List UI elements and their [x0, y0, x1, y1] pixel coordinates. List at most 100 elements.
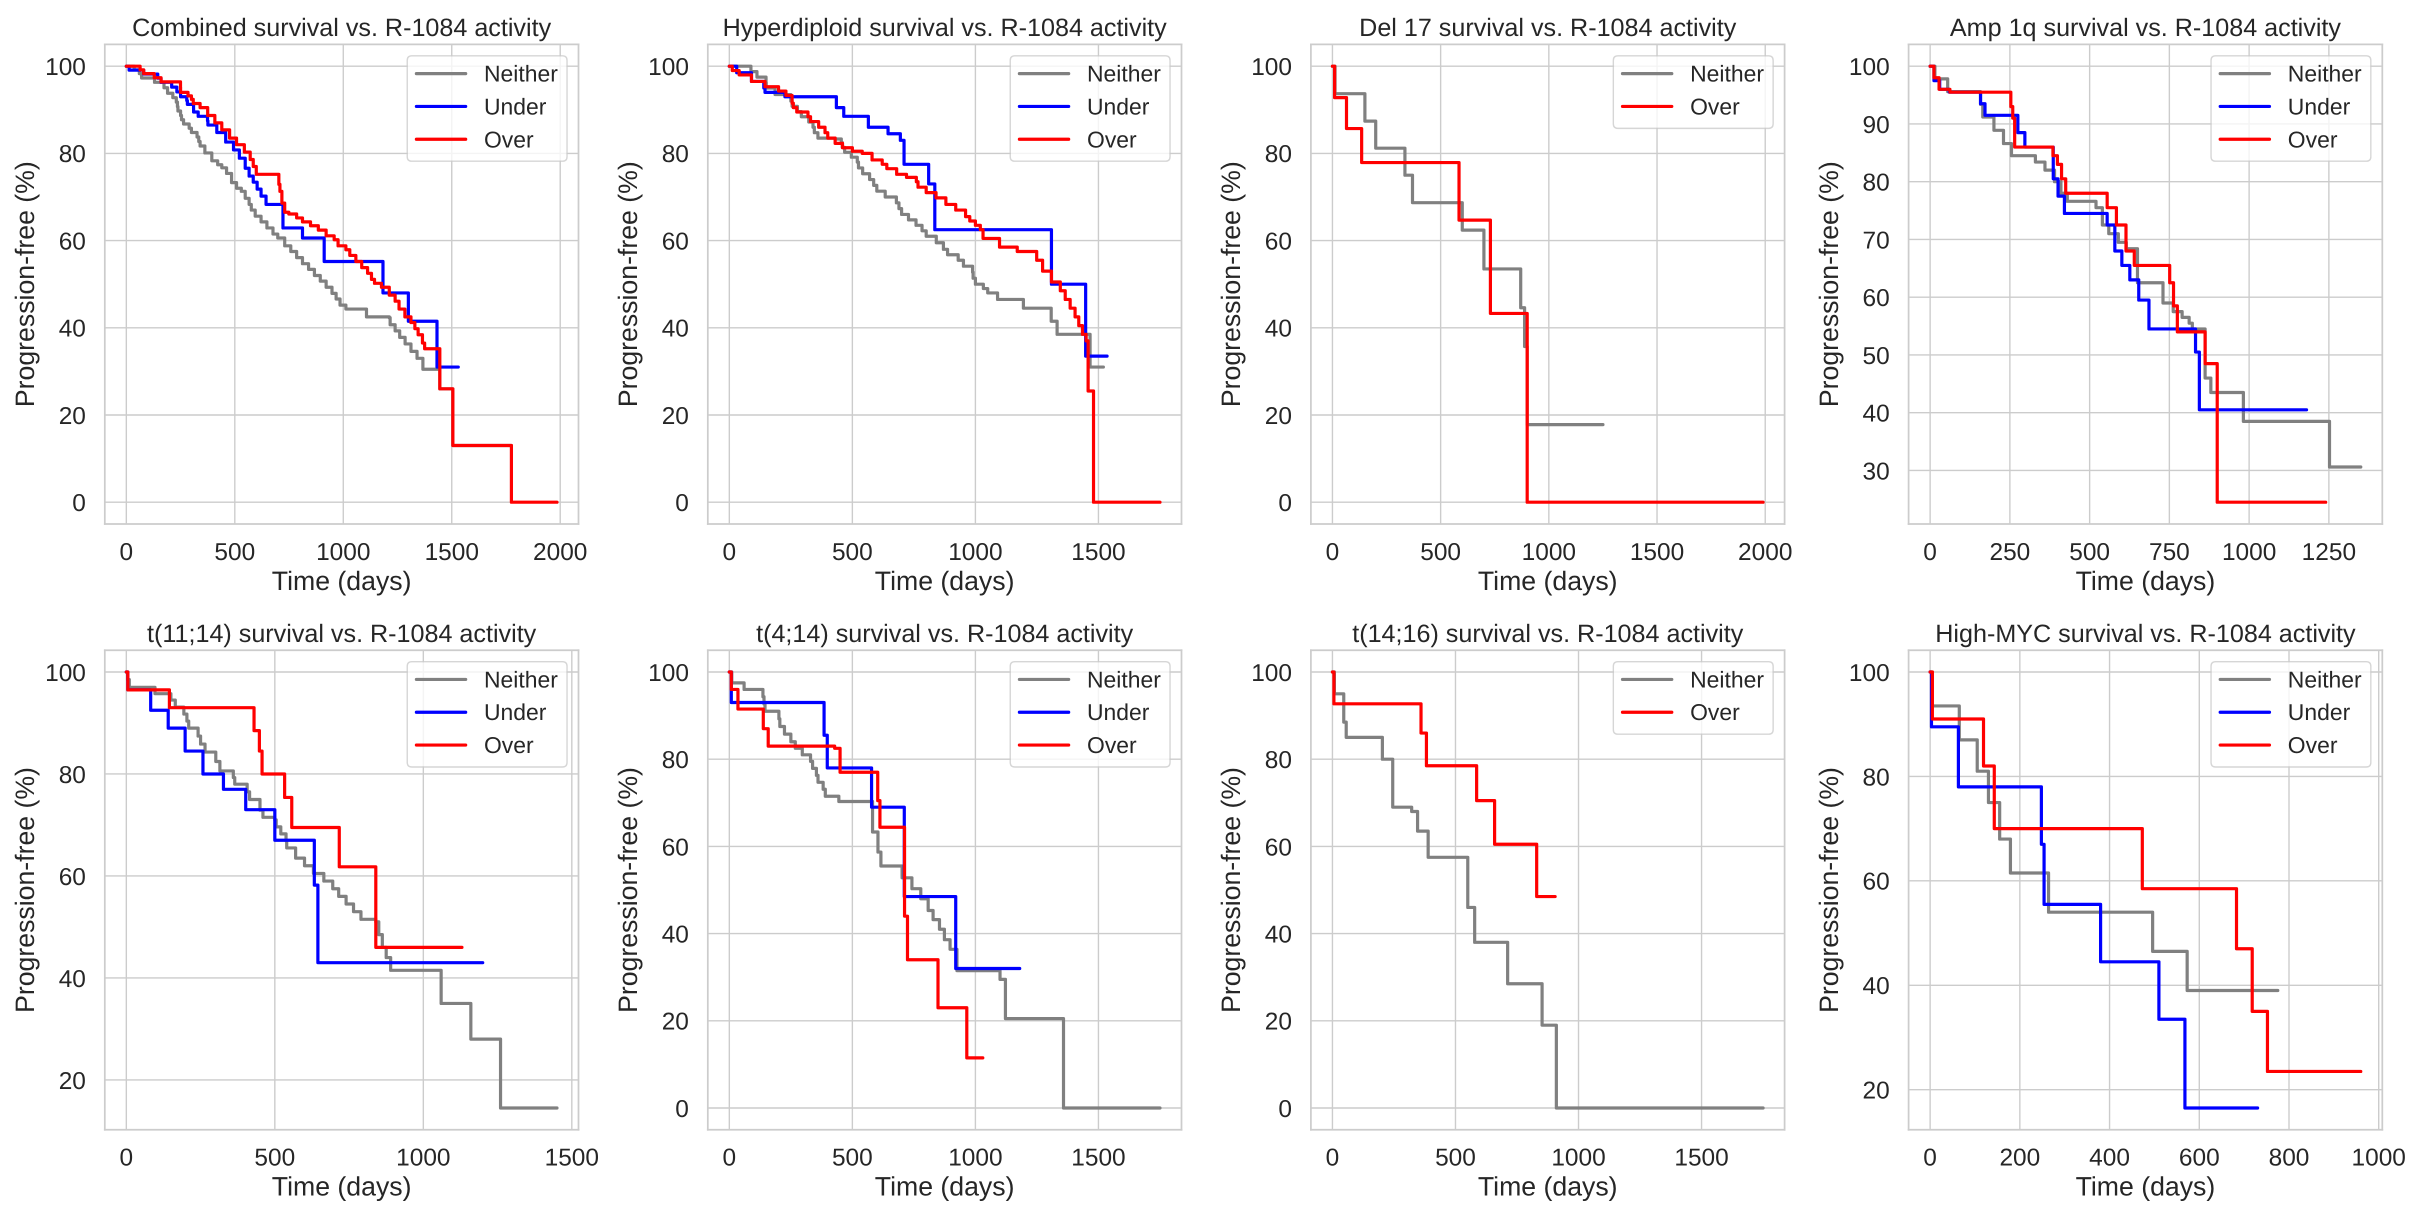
svg-text:80: 80 — [662, 746, 689, 774]
svg-text:Progression-free (%): Progression-free (%) — [1816, 161, 1845, 407]
svg-text:60: 60 — [1265, 227, 1292, 255]
svg-text:500: 500 — [1420, 538, 1461, 566]
svg-text:Time (days): Time (days) — [272, 1173, 412, 1202]
svg-text:Over: Over — [1087, 734, 1137, 759]
svg-text:1500: 1500 — [545, 1143, 600, 1171]
svg-text:2000: 2000 — [533, 538, 588, 566]
svg-text:Under: Under — [2288, 95, 2351, 120]
svg-text:Progression-free (%): Progression-free (%) — [615, 767, 644, 1013]
svg-text:Hyperdiploid survival vs. R-10: Hyperdiploid survival vs. R-1084 activit… — [723, 14, 1168, 42]
svg-text:Under: Under — [484, 701, 547, 726]
svg-text:Neither: Neither — [1087, 668, 1162, 693]
svg-text:1500: 1500 — [1071, 538, 1126, 566]
svg-text:Neither: Neither — [1087, 62, 1162, 87]
svg-text:40: 40 — [662, 314, 689, 342]
svg-text:Neither: Neither — [484, 668, 559, 693]
svg-text:500: 500 — [214, 538, 255, 566]
svg-text:0: 0 — [120, 538, 134, 566]
svg-text:0: 0 — [723, 538, 737, 566]
svg-text:1000: 1000 — [316, 538, 371, 566]
svg-text:1000: 1000 — [1522, 538, 1577, 566]
svg-text:400: 400 — [2089, 1143, 2130, 1171]
svg-text:1000: 1000 — [948, 1143, 1003, 1171]
svg-text:0: 0 — [675, 489, 689, 517]
svg-text:100: 100 — [45, 659, 86, 687]
svg-text:Under: Under — [1087, 701, 1150, 726]
svg-text:1250: 1250 — [2302, 538, 2357, 566]
svg-text:Over: Over — [1690, 701, 1740, 726]
svg-text:t(14;16) survival vs. R-1084 a: t(14;16) survival vs. R-1084 activity — [1352, 620, 1744, 648]
svg-text:40: 40 — [662, 920, 689, 948]
svg-text:Progression-free (%): Progression-free (%) — [615, 161, 644, 407]
svg-text:Over: Over — [1690, 95, 1740, 120]
svg-text:Amp 1q survival vs. R-1084 act: Amp 1q survival vs. R-1084 activity — [1950, 14, 2342, 42]
svg-text:20: 20 — [1863, 1076, 1890, 1104]
svg-text:Neither: Neither — [2288, 62, 2363, 87]
svg-text:600: 600 — [2179, 1143, 2220, 1171]
svg-text:Time (days): Time (days) — [2076, 568, 2216, 597]
svg-text:0: 0 — [1923, 538, 1937, 566]
svg-text:Neither: Neither — [1690, 668, 1765, 693]
svg-text:90: 90 — [1863, 111, 1890, 139]
svg-text:0: 0 — [723, 1143, 737, 1171]
svg-text:Neither: Neither — [1690, 62, 1765, 87]
svg-text:Under: Under — [1087, 95, 1150, 120]
svg-text:80: 80 — [59, 140, 86, 168]
svg-text:80: 80 — [1863, 168, 1890, 196]
svg-text:t(4;14) survival vs. R-1084 ac: t(4;14) survival vs. R-1084 activity — [756, 620, 1134, 648]
svg-text:500: 500 — [1435, 1143, 1476, 1171]
svg-text:70: 70 — [1863, 226, 1890, 254]
svg-text:40: 40 — [59, 965, 86, 993]
svg-text:100: 100 — [648, 53, 689, 81]
svg-text:2000: 2000 — [1738, 538, 1793, 566]
svg-text:Over: Over — [1087, 128, 1137, 153]
svg-text:50: 50 — [1863, 342, 1890, 370]
svg-text:40: 40 — [1863, 399, 1890, 427]
svg-text:60: 60 — [1863, 867, 1890, 895]
svg-text:Under: Under — [484, 95, 547, 120]
svg-text:Under: Under — [2288, 701, 2351, 726]
svg-text:Time (days): Time (days) — [1478, 1173, 1618, 1202]
svg-text:80: 80 — [59, 761, 86, 789]
svg-text:0: 0 — [1326, 538, 1340, 566]
svg-text:80: 80 — [1265, 140, 1292, 168]
svg-text:20: 20 — [662, 1007, 689, 1035]
svg-text:Neither: Neither — [484, 62, 559, 87]
svg-text:100: 100 — [648, 659, 689, 687]
svg-text:80: 80 — [662, 140, 689, 168]
svg-text:Progression-free (%): Progression-free (%) — [12, 767, 41, 1013]
svg-text:500: 500 — [2069, 538, 2110, 566]
svg-text:40: 40 — [59, 314, 86, 342]
svg-text:0: 0 — [1923, 1143, 1937, 1171]
svg-text:0: 0 — [72, 489, 86, 517]
svg-text:20: 20 — [1265, 1007, 1292, 1035]
svg-text:Time (days): Time (days) — [1478, 568, 1618, 597]
svg-text:Progression-free (%): Progression-free (%) — [1218, 767, 1247, 1013]
svg-text:250: 250 — [1989, 538, 2030, 566]
svg-text:0: 0 — [120, 1143, 134, 1171]
svg-text:Progression-free (%): Progression-free (%) — [1218, 161, 1247, 407]
svg-text:0: 0 — [1278, 489, 1292, 517]
svg-text:60: 60 — [1265, 833, 1292, 861]
svg-text:0: 0 — [1278, 1095, 1292, 1123]
svg-text:1000: 1000 — [2352, 1143, 2407, 1171]
svg-text:100: 100 — [45, 53, 86, 81]
svg-text:20: 20 — [59, 1067, 86, 1095]
svg-text:Progression-free (%): Progression-free (%) — [1816, 767, 1845, 1013]
svg-text:20: 20 — [59, 402, 86, 430]
svg-text:80: 80 — [1863, 763, 1890, 791]
svg-text:1000: 1000 — [1551, 1143, 1606, 1171]
svg-text:1000: 1000 — [2222, 538, 2277, 566]
svg-text:Time (days): Time (days) — [2076, 1173, 2216, 1202]
svg-text:Over: Over — [484, 734, 534, 759]
svg-text:40: 40 — [1265, 314, 1292, 342]
svg-text:Time (days): Time (days) — [875, 1173, 1015, 1202]
svg-text:Progression-free (%): Progression-free (%) — [12, 161, 41, 407]
svg-text:1500: 1500 — [1071, 1143, 1126, 1171]
svg-text:60: 60 — [662, 227, 689, 255]
svg-text:1000: 1000 — [948, 538, 1003, 566]
svg-text:Over: Over — [2288, 734, 2338, 759]
svg-text:100: 100 — [1849, 53, 1890, 81]
svg-text:500: 500 — [832, 1143, 873, 1171]
svg-text:60: 60 — [662, 833, 689, 861]
